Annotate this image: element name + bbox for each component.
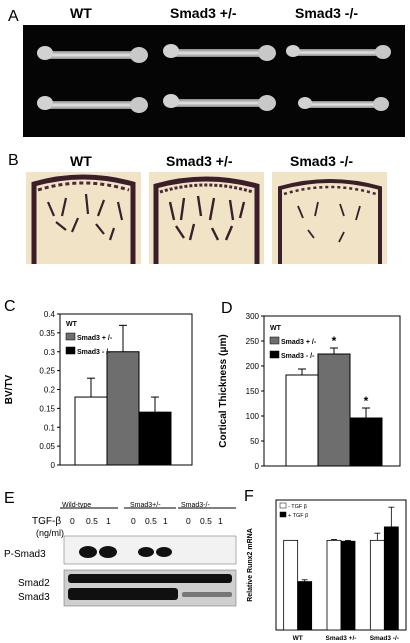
- row-label-p-smad3: P-Smad3: [4, 549, 46, 560]
- legend-swatch-1: [279, 511, 287, 518]
- group-label-wild-type: Wild-type: [62, 502, 92, 509]
- bone-het-top: [163, 44, 276, 61]
- panel-f-label: F: [244, 488, 254, 505]
- legend-label-1: Smad3 + /-: [281, 339, 317, 346]
- panel-e-label: E: [4, 490, 15, 507]
- panel-a-header-ko: Smad3 -/-: [295, 5, 359, 21]
- legend-swatch-2: [269, 350, 280, 359]
- bar-0: [74, 396, 108, 466]
- legend-swatch-1: [269, 336, 280, 345]
- bar-1-0: [326, 539, 342, 631]
- dose-het-05: 0.5: [145, 516, 157, 526]
- dose-het-0: 0: [131, 516, 136, 526]
- y-tick-label: 0.05: [39, 442, 55, 451]
- bar-2: [138, 411, 172, 466]
- treatment-unit: (ng/ml): [36, 528, 65, 538]
- panel-b-header-ko: Smad3 -/-: [290, 153, 354, 169]
- bar-0: [285, 374, 319, 467]
- significance-marker-2: *: [364, 394, 369, 408]
- panel-a-header-wt: WT: [70, 5, 92, 21]
- dose-ko-0: 0: [186, 516, 191, 526]
- y-tick-label: 0: [51, 461, 56, 470]
- dose-wt-1: 1: [106, 516, 111, 526]
- dose-het-1: 1: [163, 516, 168, 526]
- bar-1: [106, 351, 140, 466]
- y-tick-label: 0.35: [39, 329, 55, 338]
- y-tick-label: 300: [246, 312, 260, 321]
- panel-c-label: C: [4, 298, 16, 315]
- bone-wt-top: [37, 46, 148, 63]
- y-tick-label: 0: [255, 462, 260, 471]
- y-axis-label: BV/TV: [4, 374, 15, 404]
- bar-2-1: [383, 526, 399, 631]
- y-tick-label: 250: [246, 337, 260, 346]
- legend-swatch-2: [65, 346, 76, 355]
- panel-d-label: D: [221, 300, 233, 317]
- legend-label-0: - TGF β: [288, 504, 307, 510]
- treatment-label: TGF-β: [32, 516, 62, 527]
- group-label-het: Smad3+/-: [130, 502, 161, 509]
- y-tick-label: 0.1: [44, 423, 56, 432]
- y-tick-label: 50: [250, 437, 259, 446]
- bar-0-1: [297, 581, 313, 631]
- legend-swatch-0: [279, 502, 287, 509]
- x-tick-label-0: WT: [293, 635, 303, 642]
- x-tick-label-1: Smad3 +/-: [326, 635, 357, 642]
- legend-label-2: Smad3 - /-: [281, 353, 315, 360]
- y-tick-label: 100: [246, 412, 260, 421]
- y-tick-label: 150: [246, 387, 260, 396]
- panel-a-header-het: Smad3 +/-: [170, 5, 237, 21]
- legend-label-2: Smad3 - /-: [77, 349, 111, 356]
- panel-b-histology-image: [26, 172, 387, 264]
- panel-b-label: B: [8, 152, 19, 169]
- bone-ko-top: [286, 45, 391, 59]
- dose-ko-1: 1: [218, 516, 223, 526]
- bar-0-0: [283, 539, 299, 631]
- bar-2: [349, 417, 383, 467]
- western-blot-image: [60, 507, 237, 607]
- histology-het: [149, 172, 264, 264]
- legend-swatch-1: [65, 332, 76, 341]
- row-label-smad2: Smad2: [18, 578, 50, 589]
- legend-label-1: Smad3 + /-: [77, 335, 113, 342]
- bar-1-1: [340, 540, 356, 631]
- y-axis-label: Relative Runx2 mRNA: [247, 528, 254, 602]
- dose-ko-05: 0.5: [200, 516, 212, 526]
- y-tick-label: 0.2: [44, 386, 56, 395]
- panel-b-header-wt: WT: [70, 153, 92, 169]
- dose-wt-0: 0: [70, 516, 75, 526]
- histology-ko: [272, 172, 387, 264]
- row-label-smad3: Smad3: [18, 592, 50, 603]
- y-tick-label: 0.4: [44, 310, 56, 319]
- panel-f-runx2-chart: Relative Runx2 mRNA WT Smad3 +/- Smad3 -/- -…: [247, 499, 407, 642]
- y-tick-label: 200: [246, 362, 260, 371]
- panel-a-xray-image: [23, 25, 405, 137]
- group-label-ko: Smad3-/-: [181, 502, 210, 509]
- legend-label-0: WT: [270, 325, 282, 332]
- panel-a-label: A: [8, 8, 19, 25]
- panel-c-bv-tv-chart: 0 0.05 0.1 0.15 0.2 0.25 0.3 0.35 0.4 BV/TV WT Smad…: [4, 310, 193, 470]
- legend-label-0: WT: [66, 321, 78, 328]
- y-tick-label: 0.15: [39, 404, 55, 413]
- y-axis-label: Cortical Thickness (μm): [218, 334, 229, 447]
- x-tick-label-2: Smad3 -/-: [370, 635, 399, 642]
- bone-het-bottom: [163, 94, 276, 111]
- panel-d-cortical-thickness-chart: 0 50 100 150 200 250 300 Cortical Thickness (μm…: [218, 312, 401, 471]
- significance-marker-1: *: [332, 334, 337, 348]
- legend-label-1: + TGF β: [288, 513, 308, 519]
- bone-ko-bottom: [298, 97, 389, 111]
- dose-wt-05: 0.5: [86, 516, 98, 526]
- y-tick-label: 0.25: [39, 367, 55, 376]
- bar-2-0: [369, 539, 385, 631]
- bone-wt-bottom: [37, 96, 148, 113]
- histology-wt: [26, 172, 141, 264]
- bar-1: [317, 353, 351, 467]
- panel-b-header-het: Smad3 +/-: [166, 153, 233, 169]
- y-tick-label: 0.3: [44, 348, 56, 357]
